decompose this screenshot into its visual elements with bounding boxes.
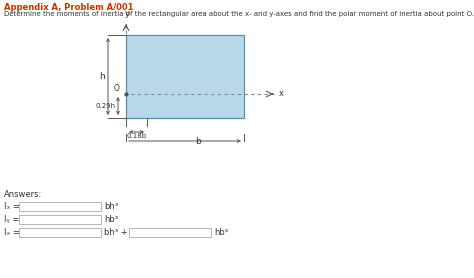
Text: 0.29h: 0.29h — [96, 103, 116, 109]
Text: x: x — [279, 90, 284, 98]
Bar — [126, 35, 244, 118]
Text: hb³: hb³ — [104, 215, 118, 224]
Text: hb³: hb³ — [214, 228, 228, 237]
Text: O: O — [114, 84, 120, 93]
Text: h: h — [99, 72, 105, 81]
Text: Answers:: Answers: — [4, 190, 42, 199]
Bar — [129, 228, 211, 237]
Text: Appendix A, Problem A/001: Appendix A, Problem A/001 — [4, 3, 134, 12]
Text: Determine the moments of inertia of the rectangular area about the x- and y-axes: Determine the moments of inertia of the … — [4, 11, 474, 17]
Text: b: b — [195, 136, 201, 145]
Bar — [19, 215, 101, 224]
Bar — [19, 228, 101, 237]
Text: 0.18b: 0.18b — [127, 133, 146, 139]
Text: Iᵧ =: Iᵧ = — [4, 215, 19, 224]
Text: bh³: bh³ — [104, 202, 118, 211]
Bar — [19, 202, 101, 211]
Text: y: y — [125, 9, 129, 18]
Text: bh³ +: bh³ + — [104, 228, 128, 237]
Text: Iₓ =: Iₓ = — [4, 202, 20, 211]
Text: Iₓ =: Iₓ = — [4, 228, 20, 237]
